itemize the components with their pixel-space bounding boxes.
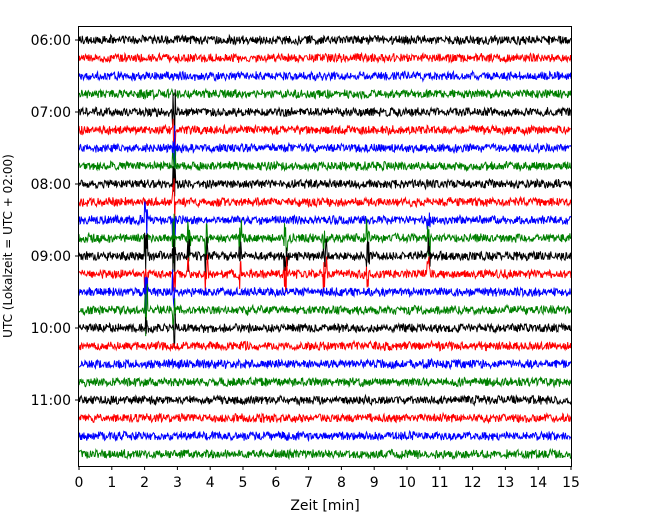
x-tick-label: 11 <box>431 475 449 491</box>
trace-09:30 <box>79 269 571 315</box>
trace-10:00 <box>79 313 571 349</box>
trace-08:00 <box>79 166 571 197</box>
trace-06:30 <box>79 69 571 83</box>
x-tick-label: 6 <box>271 475 280 491</box>
trace-10:15 <box>79 339 571 353</box>
x-tick-label: 15 <box>562 475 580 491</box>
x-tick-label: 7 <box>304 475 313 491</box>
trace-07:00 <box>79 89 571 137</box>
trace-08:45 <box>79 213 571 264</box>
x-tick-label: 3 <box>173 475 182 491</box>
x-tick-label: 13 <box>496 475 514 491</box>
trace-10:45 <box>79 376 571 389</box>
trace-09:15 <box>79 254 571 294</box>
y-tick-label: 09:00 <box>31 249 71 265</box>
x-tick-label: 0 <box>75 475 84 491</box>
trace-07:45 <box>79 149 571 173</box>
x-tick-label: 1 <box>107 475 116 491</box>
x-tick-label: 14 <box>529 475 547 491</box>
x-axis-label: Zeit [min] <box>290 498 359 514</box>
trace-07:30 <box>79 125 571 171</box>
trace-11:30 <box>79 429 571 443</box>
trace-11:00 <box>79 393 571 407</box>
trace-09:45 <box>79 283 571 337</box>
trace-06:15 <box>79 51 571 64</box>
trace-09:00 <box>79 232 571 277</box>
traces-group <box>79 33 571 461</box>
x-tick-label: 5 <box>239 475 248 491</box>
x-tick-label: 2 <box>140 475 149 491</box>
trace-11:15 <box>79 411 571 425</box>
y-tick-label: 06:00 <box>31 33 71 49</box>
trace-07:15 <box>79 118 571 149</box>
trace-06:45 <box>79 87 571 101</box>
trace-06:00 <box>79 33 571 47</box>
x-tick-label: 10 <box>398 475 416 491</box>
trace-08:30 <box>79 201 571 240</box>
x-tick-label: 8 <box>337 475 346 491</box>
trace-10:30 <box>79 357 571 371</box>
y-tick-label: 11:00 <box>31 393 71 409</box>
x-tick-label: 9 <box>370 475 379 491</box>
y-tick-label: 07:00 <box>31 105 71 121</box>
y-axis: 06:00 07:00 08:00 09:00 10:00 11:00 <box>31 33 79 409</box>
trace-08:15 <box>79 178 571 224</box>
plot-frame <box>78 26 572 467</box>
x-tick-label: 4 <box>206 475 215 491</box>
y-tick-label: 10:00 <box>31 321 71 337</box>
trace-11:45 <box>79 447 571 461</box>
y-tick-label: 08:00 <box>31 177 71 193</box>
x-tick-label: 12 <box>464 475 482 491</box>
x-axis: 0 1 2 3 4 5 6 7 8 9 10 11 12 13 14 15 <box>75 466 580 491</box>
y-axis-label: UTC (Lokalzeit = UTC + 02:00) <box>1 154 15 338</box>
